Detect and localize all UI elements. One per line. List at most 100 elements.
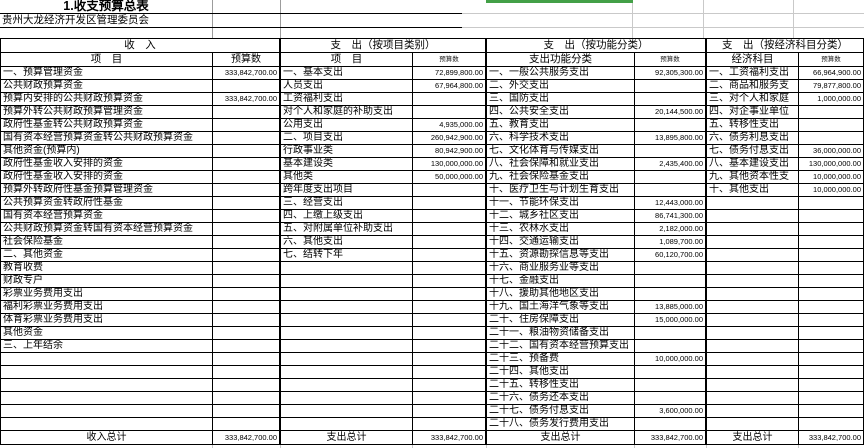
item-cell[interactable] <box>281 392 413 405</box>
value-cell[interactable] <box>635 80 706 93</box>
value-cell[interactable] <box>213 314 280 327</box>
item-cell[interactable] <box>1 379 213 392</box>
value-cell[interactable] <box>213 236 280 249</box>
item-cell[interactable] <box>707 392 799 405</box>
value-cell[interactable] <box>635 340 706 353</box>
value-cell[interactable]: 10,000,000.00 <box>799 184 864 197</box>
value-cell[interactable]: 1,000,000.00 <box>799 93 864 106</box>
value-cell[interactable]: 86,741,300.00 <box>635 210 706 223</box>
value-cell[interactable] <box>635 379 706 392</box>
value-cell[interactable] <box>213 301 280 314</box>
item-cell[interactable] <box>707 249 799 262</box>
item-cell[interactable] <box>707 223 799 236</box>
item-cell[interactable]: 预算外转公共财政预算管理资金 <box>1 106 213 119</box>
item-cell[interactable]: 财政专户 <box>1 275 213 288</box>
value-cell[interactable]: 36,000,000.00 <box>799 145 864 158</box>
item-cell[interactable]: 体育彩票业务费用支出 <box>1 314 213 327</box>
total-label-cell[interactable]: 支出总计 <box>707 431 799 445</box>
item-cell[interactable]: 七、结转下年 <box>281 249 413 262</box>
item-cell[interactable]: 六、债务利息支出 <box>707 132 799 145</box>
column-header-budget[interactable]: 预算数 <box>213 53 280 67</box>
total-label-cell[interactable]: 支出总计 <box>487 431 635 445</box>
column-header-item[interactable]: 项 目 <box>1 53 213 67</box>
item-cell[interactable]: 九、其他资本性支 <box>707 171 799 184</box>
item-cell[interactable]: 九、社会保险基金支出 <box>487 171 635 184</box>
item-cell[interactable]: 其他类 <box>281 171 413 184</box>
item-cell[interactable]: 八、社会保障和就业支出 <box>487 158 635 171</box>
value-cell[interactable] <box>213 80 280 93</box>
item-cell[interactable]: 十八、援助其他地区支出 <box>487 288 635 301</box>
item-cell[interactable]: 十、其他支出 <box>707 184 799 197</box>
value-cell[interactable]: 80,942,900.00 <box>413 145 486 158</box>
item-cell[interactable]: 工资福利支出 <box>281 93 413 106</box>
value-cell[interactable] <box>213 210 280 223</box>
item-cell[interactable]: 十五、资源勘探信息等支出 <box>487 249 635 262</box>
value-cell[interactable]: 333,842,700.00 <box>213 67 280 80</box>
value-cell[interactable] <box>799 392 864 405</box>
item-cell[interactable]: 二十八、债务发行费用支出 <box>487 418 635 431</box>
value-cell[interactable] <box>799 301 864 314</box>
item-cell[interactable]: 政府性基金收入安排的资金 <box>1 171 213 184</box>
item-cell[interactable]: 四、对企事业单位 <box>707 106 799 119</box>
value-cell[interactable]: 10,000,000.00 <box>635 353 706 366</box>
value-cell[interactable] <box>799 405 864 418</box>
item-cell[interactable]: 六、科学技术支出 <box>487 132 635 145</box>
value-cell[interactable] <box>213 145 280 158</box>
value-cell[interactable] <box>213 366 280 379</box>
item-cell[interactable]: 二十四、其他支出 <box>487 366 635 379</box>
value-cell[interactable]: 130,000,000.00 <box>413 158 486 171</box>
total-value-cell[interactable]: 333,842,700.00 <box>213 431 280 445</box>
value-cell[interactable]: 13,895,800.00 <box>635 132 706 145</box>
item-cell[interactable]: 三、上年结余 <box>1 340 213 353</box>
value-cell[interactable] <box>799 106 864 119</box>
item-cell[interactable]: 四、上缴上级支出 <box>281 210 413 223</box>
column-header-item[interactable]: 经济科目 <box>707 53 799 67</box>
item-cell[interactable] <box>707 314 799 327</box>
value-cell[interactable] <box>413 249 486 262</box>
item-cell[interactable]: 十九、国土海洋气象等支出 <box>487 301 635 314</box>
item-cell[interactable] <box>707 301 799 314</box>
value-cell[interactable] <box>413 184 486 197</box>
item-cell[interactable]: 二、其他资金 <box>1 249 213 262</box>
value-cell[interactable] <box>213 379 280 392</box>
value-cell[interactable] <box>799 340 864 353</box>
item-cell[interactable] <box>707 327 799 340</box>
value-cell[interactable] <box>213 171 280 184</box>
item-cell[interactable] <box>281 327 413 340</box>
item-cell[interactable]: 其他资金(预算内) <box>1 145 213 158</box>
item-cell[interactable] <box>707 288 799 301</box>
item-cell[interactable]: 二、项目支出 <box>281 132 413 145</box>
value-cell[interactable]: 12,443,000.00 <box>635 197 706 210</box>
value-cell[interactable] <box>413 93 486 106</box>
item-cell[interactable]: 十七、金融支出 <box>487 275 635 288</box>
value-cell[interactable] <box>799 223 864 236</box>
item-cell[interactable] <box>281 288 413 301</box>
item-cell[interactable]: 彩票业务费用支出 <box>1 288 213 301</box>
value-cell[interactable] <box>799 366 864 379</box>
item-cell[interactable]: 一、预算管理资金 <box>1 67 213 80</box>
value-cell[interactable]: 10,000,000.00 <box>799 171 864 184</box>
value-cell[interactable]: 3,600,000.00 <box>635 405 706 418</box>
item-cell[interactable] <box>1 405 213 418</box>
item-cell[interactable]: 政府性基金收入安排的资金 <box>1 158 213 171</box>
item-cell[interactable]: 七、债务付息支出 <box>707 145 799 158</box>
item-cell[interactable]: 十二、城乡社区支出 <box>487 210 635 223</box>
item-cell[interactable]: 一、工资福利支出 <box>707 67 799 80</box>
value-cell[interactable] <box>413 197 486 210</box>
value-cell[interactable] <box>635 262 706 275</box>
value-cell[interactable]: 72,899,800.00 <box>413 67 486 80</box>
item-cell[interactable]: 预算内安排的公共财政预算资金 <box>1 93 213 106</box>
item-cell[interactable]: 二十三、预备费 <box>487 353 635 366</box>
total-label-cell[interactable]: 支出总计 <box>281 431 413 445</box>
value-cell[interactable] <box>213 132 280 145</box>
value-cell[interactable]: 4,935,000.00 <box>413 119 486 132</box>
value-cell[interactable] <box>635 275 706 288</box>
value-cell[interactable] <box>635 171 706 184</box>
value-cell[interactable] <box>213 184 280 197</box>
item-cell[interactable]: 二、商品和服务支 <box>707 80 799 93</box>
value-cell[interactable]: 20,144,500.00 <box>635 106 706 119</box>
value-cell[interactable] <box>799 197 864 210</box>
value-cell[interactable] <box>413 327 486 340</box>
item-cell[interactable]: 一、基本支出 <box>281 67 413 80</box>
value-cell[interactable] <box>635 327 706 340</box>
